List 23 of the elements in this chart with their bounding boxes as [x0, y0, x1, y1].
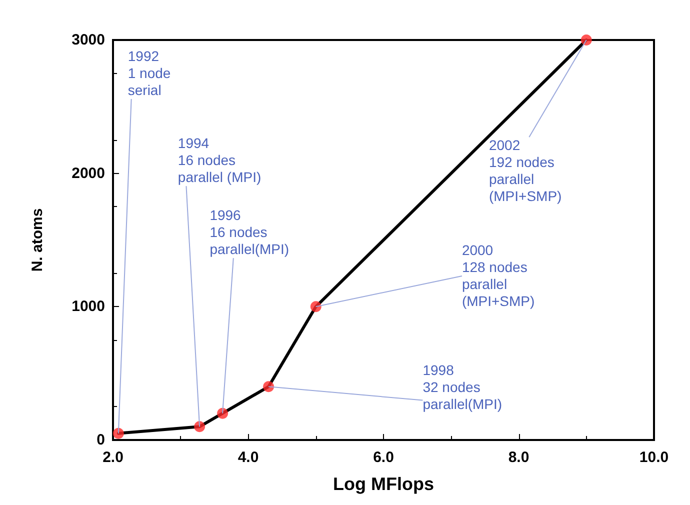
y-tick-label: 1000: [72, 298, 105, 316]
x-tick-label: 6.0: [373, 449, 394, 466]
point: [217, 408, 228, 419]
y-axis-title: N. atoms: [29, 208, 46, 272]
y-tick-label: 0: [96, 432, 105, 448]
x-axis-title: Log MFlops: [333, 474, 434, 494]
point: [310, 301, 322, 312]
point: [580, 34, 592, 46]
x-tick-label: 8.0: [508, 449, 530, 466]
x-tick-label: 4.0: [238, 449, 259, 466]
point: [194, 421, 206, 432]
x-tick-label: 2.0: [102, 449, 124, 466]
annotation: 2000 128 nodes parallel (MPI+SMP): [462, 242, 535, 310]
y-tick-label: 2000: [72, 164, 105, 182]
point: [112, 428, 124, 439]
y-tick-label: 3000: [72, 32, 105, 48]
point: [263, 381, 274, 392]
annotation: 1992 1 node serial: [128, 48, 171, 99]
annotation: 1996 16 nodes parallel(MPI): [210, 207, 290, 258]
annotation: 1998 32 nodes parallel(MPI): [422, 362, 502, 413]
x-tick-label: 10.0: [639, 449, 669, 466]
annotation: 2002 192 nodes parallel (MPI+SMP): [488, 137, 562, 206]
annotation: 1994 16 nodes parallel (MPI): [178, 135, 262, 186]
